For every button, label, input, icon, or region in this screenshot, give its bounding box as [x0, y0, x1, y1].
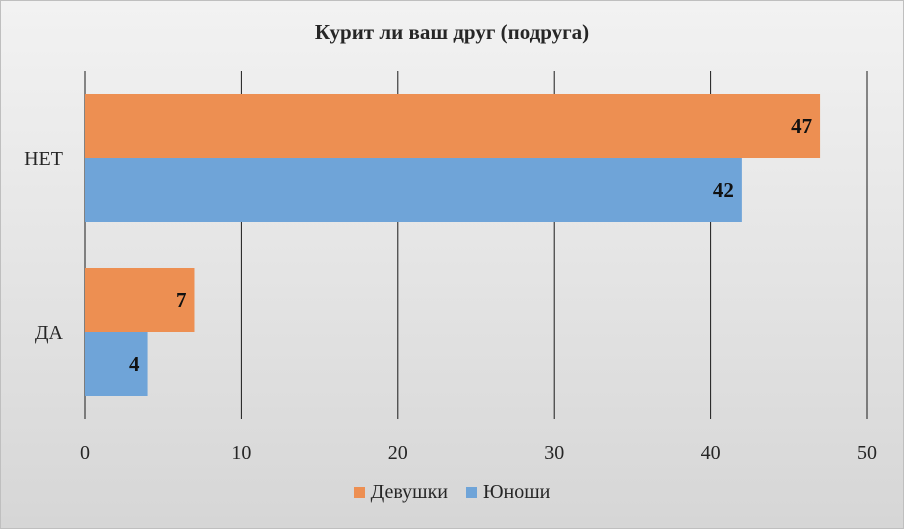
chart-title: Курит ли ваш друг (подруга): [314, 20, 590, 44]
x-tick-label-40: 40: [701, 442, 721, 464]
x-tick-label-0: 0: [80, 442, 90, 464]
category-label-0: НЕТ: [24, 148, 63, 170]
legend-label-girls: Девушки: [370, 481, 448, 503]
x-tick-label-50: 50: [857, 442, 877, 464]
bar-boys-1: [85, 332, 148, 396]
legend-swatch-girls: [353, 487, 365, 498]
legend-item-girls: Девушки: [353, 481, 448, 504]
x-tick-label-30: 30: [544, 442, 564, 464]
legend: Девушки Юноши: [1, 481, 903, 504]
legend-item-boys: Юноши: [465, 481, 551, 504]
legend-swatch-boys: [465, 487, 477, 498]
data-label-girls-1: 7: [176, 288, 187, 312]
bar-girls-0: [85, 94, 821, 158]
data-label-boys-0: 42: [713, 178, 734, 202]
data-label-boys-1: 4: [129, 352, 140, 376]
legend-label-boys: Юноши: [482, 481, 551, 503]
x-tick-label-20: 20: [388, 442, 408, 464]
bar-boys-0: [85, 158, 742, 222]
x-tick-label-10: 10: [231, 442, 251, 464]
bar-girls-1: [85, 268, 195, 332]
data-label-girls-0: 47: [791, 114, 812, 138]
category-label-1: ДА: [35, 322, 64, 344]
